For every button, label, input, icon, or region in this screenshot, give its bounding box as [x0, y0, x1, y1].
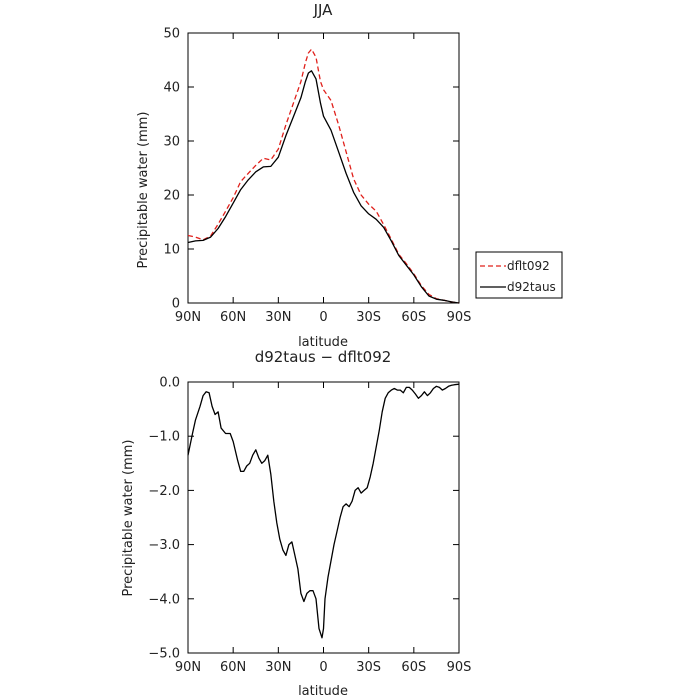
- bottom-x-tick-label: 0: [319, 660, 327, 675]
- top-series: [187, 48, 460, 304]
- legend: dflt092 d92taus: [475, 251, 563, 299]
- top-x-tick-label: 30S: [356, 310, 381, 325]
- bottom-series-line-0: [187, 383, 460, 639]
- bottom-x-tick-label: 90S: [447, 660, 472, 675]
- bottom-x-ticks: 90N 60N 30N 0 30S 60S 90S: [175, 382, 472, 675]
- legend-box: [475, 251, 563, 299]
- top-y-tick-label: 20: [163, 189, 180, 204]
- legend-label-dflt092: dflt092: [507, 259, 550, 273]
- bottom-y-tick-label: −3.0: [148, 538, 180, 553]
- top-x-tick-label: 60N: [220, 310, 246, 325]
- top-y-tick-label: 50: [163, 27, 180, 42]
- bottom-y-tick-label: −5.0: [148, 647, 180, 662]
- bottom-x-tick-label: 30S: [356, 660, 381, 675]
- bottom-y-tick-label: −2.0: [148, 484, 180, 499]
- top-y-ticks: 0 10 20 30 40 50: [163, 27, 459, 312]
- top-series-line-d92taus: [187, 70, 460, 304]
- bottom-x-axis-title: latitude: [298, 684, 348, 699]
- top-y-axis-title: Precipitable water (mm): [136, 112, 151, 269]
- top-x-tick-label: 90N: [175, 310, 201, 325]
- bottom-plot-frame: [187, 381, 460, 654]
- legend-label-d92taus: d92taus: [507, 280, 556, 294]
- bottom-y-tick-label: −1.0: [148, 430, 180, 445]
- top-panel-title: JJA: [313, 1, 334, 19]
- top-x-tick-label: 30N: [265, 310, 291, 325]
- top-series-line-dflt092: [187, 48, 460, 304]
- top-y-tick-label: 10: [163, 243, 180, 258]
- top-plot-frame: [187, 32, 460, 304]
- bottom-x-tick-label: 60N: [220, 660, 246, 675]
- bottom-y-ticks: 0.0 −1.0 −2.0 −3.0 −4.0 −5.0: [148, 376, 459, 662]
- bottom-y-tick-label: 0.0: [159, 376, 180, 391]
- top-panel: JJA 90N 60N 30N 0 30S 60S 90S 0 10 20 30 40 50 lati…: [136, 1, 471, 350]
- bottom-x-tick-label: 90N: [175, 660, 201, 675]
- top-x-tick-label: 90S: [447, 310, 472, 325]
- top-x-ticks: 90N 60N 30N 0 30S 60S 90S: [175, 33, 472, 325]
- top-y-tick-label: 0: [172, 297, 180, 312]
- bottom-y-tick-label: −4.0: [148, 592, 180, 607]
- bottom-series: [187, 383, 460, 639]
- top-x-axis-title: latitude: [298, 335, 348, 350]
- bottom-x-tick-label: 60S: [401, 660, 426, 675]
- top-x-tick-label: 0: [319, 310, 327, 325]
- bottom-y-axis-title: Precipitable water (mm): [121, 440, 136, 597]
- bottom-panel: d92taus − dflt092 90N 60N 30N 0 30S 60S 90S 0.…: [121, 348, 471, 699]
- bottom-panel-title: d92taus − dflt092: [255, 348, 392, 366]
- top-y-tick-label: 40: [163, 81, 180, 96]
- top-y-tick-label: 30: [163, 135, 180, 150]
- bottom-x-tick-label: 30N: [265, 660, 291, 675]
- top-x-tick-label: 60S: [401, 310, 426, 325]
